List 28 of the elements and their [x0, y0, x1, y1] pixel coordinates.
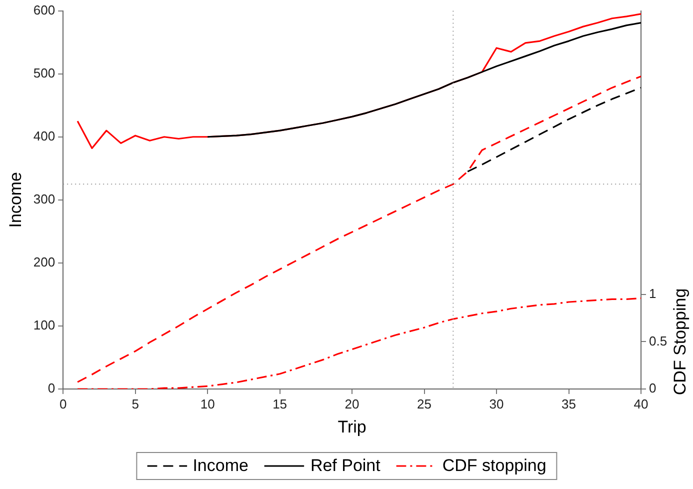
y2-tick-label: 0.5	[649, 333, 668, 348]
x-tick-label: 20	[344, 396, 360, 412]
line-series	[466, 86, 641, 172]
x-tick-label: 40	[634, 396, 648, 412]
y-tick-label: 300	[33, 191, 56, 206]
x-tick-label: 10	[200, 396, 215, 412]
legend-label: Ref Point	[310, 456, 380, 476]
y-tick-label: 500	[33, 65, 56, 80]
y2-tick-label: 0	[649, 380, 656, 396]
y2-tick-label: 1	[649, 286, 656, 302]
x-tick-label: 25	[417, 396, 432, 412]
line-series	[76, 76, 641, 383]
x-tick-label: 35	[562, 396, 576, 412]
x-tick-label: 0	[59, 396, 67, 412]
legend-label: Income	[192, 456, 248, 476]
y-tick-label: 100	[33, 318, 56, 333]
y-axis-title: Income	[6, 172, 25, 228]
y-tick-label: 0	[48, 380, 56, 396]
x-tick-label: 15	[272, 396, 288, 412]
x-tick-label: 5	[132, 396, 139, 412]
y-tick-label: 400	[33, 128, 56, 144]
x-tick-label: 30	[489, 396, 504, 412]
legend-label: CDF stopping	[442, 456, 546, 476]
y-tick-label: 200	[33, 254, 56, 270]
y2-axis-title: CDF Stopping	[670, 288, 690, 396]
line-series	[76, 297, 641, 389]
x-axis-title: Trip	[338, 417, 366, 436]
y-tick-label: 600	[33, 2, 56, 18]
